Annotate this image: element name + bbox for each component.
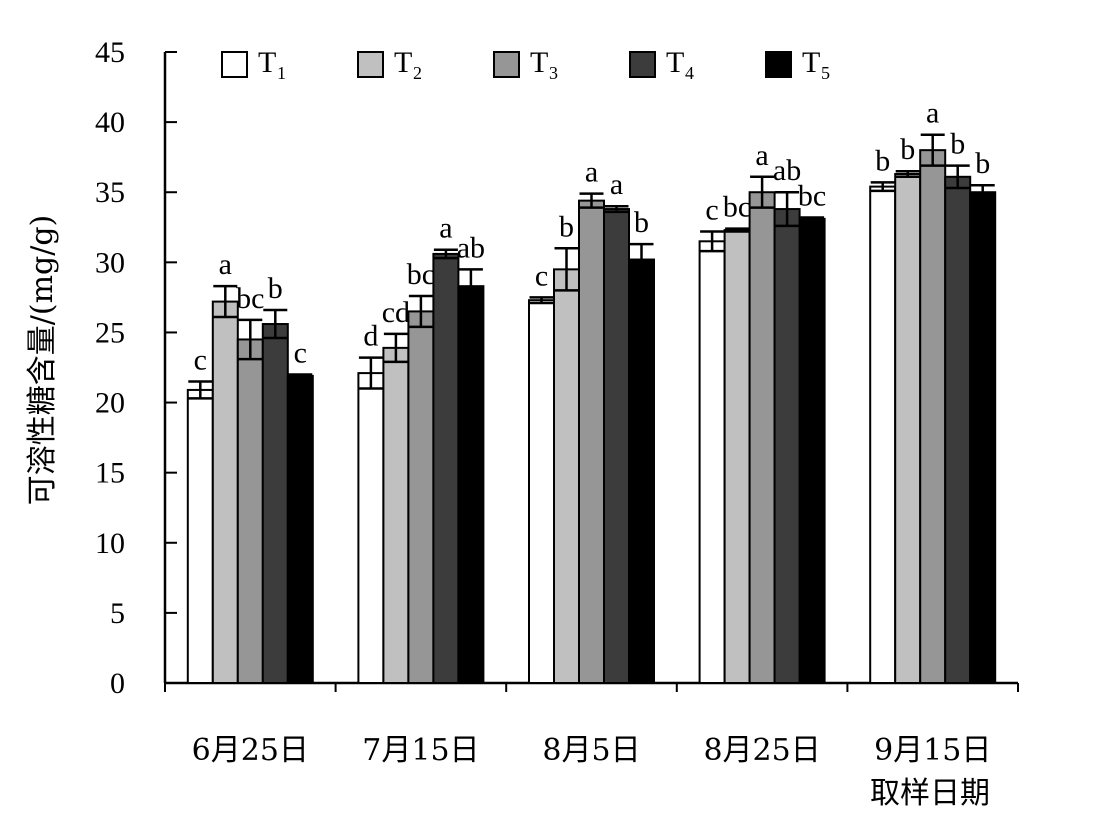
significance-label: b <box>634 206 649 239</box>
bar-t3 <box>236 338 264 684</box>
bar-t4 <box>432 252 460 684</box>
bar-t1 <box>698 240 726 685</box>
y-tick-label: 40 <box>95 106 125 139</box>
legend-label-subscript: 3 <box>549 63 558 83</box>
x-tick-label: 7月15日 <box>362 733 479 768</box>
y-tick-label: 0 <box>110 667 125 700</box>
significance-label: a <box>755 139 768 172</box>
y-tick-label: 10 <box>95 527 125 560</box>
bar-t5 <box>798 217 826 684</box>
bar-t4 <box>773 208 801 684</box>
legend-label-subscript: 5 <box>821 63 830 83</box>
significance-label: b <box>900 133 915 166</box>
significance-label: a <box>610 168 623 201</box>
legend-label: T <box>530 46 548 79</box>
significance-label: c <box>194 344 207 377</box>
significance-label: cd <box>382 296 410 329</box>
y-tick-label: 20 <box>95 387 125 420</box>
significance-label: c <box>294 337 307 370</box>
y-tick-label: 35 <box>95 176 125 209</box>
legend-label: T <box>802 46 820 79</box>
significance-label: bc <box>407 258 435 291</box>
significance-label: bc <box>798 179 826 212</box>
significance-label: b <box>268 272 283 305</box>
significance-label: b <box>875 144 890 177</box>
x-tick-label: 8月5日 <box>542 733 640 768</box>
bar-t3 <box>748 191 776 684</box>
legend-swatch-t1 <box>221 51 248 78</box>
significance-label: bc <box>236 282 264 315</box>
legend-label: T <box>258 46 276 79</box>
bar-t3 <box>919 149 947 684</box>
significance-label: a <box>926 97 939 130</box>
y-tick-label: 15 <box>95 457 125 490</box>
bar-t2 <box>382 346 410 684</box>
bar-t2 <box>894 172 922 684</box>
significance-label: c <box>705 193 718 226</box>
bar-t2 <box>723 229 751 685</box>
bar-t2 <box>553 268 580 684</box>
significance-label: bc <box>723 191 751 224</box>
legend-swatch-t2 <box>357 51 384 78</box>
significance-label: b <box>950 128 965 161</box>
legend-swatch-t4 <box>629 51 656 78</box>
legend-swatch-t3 <box>493 51 520 78</box>
significance-label: ab <box>773 154 801 187</box>
significance-label: c <box>535 259 548 292</box>
bar-t5 <box>286 374 314 684</box>
bar-t1 <box>869 185 897 684</box>
y-tick-label: 45 <box>95 36 125 69</box>
y-tick-label: 30 <box>95 246 125 279</box>
significance-label: a <box>585 156 598 189</box>
legend-label-subscript: 4 <box>685 63 694 83</box>
bar-t4 <box>261 323 289 684</box>
significance-label: a <box>219 248 232 281</box>
significance-label: a <box>439 212 452 245</box>
bar-t1 <box>186 388 214 684</box>
significance-label: b <box>975 147 990 180</box>
bar-t5 <box>969 191 997 684</box>
x-tick-label: 9月15日 <box>874 733 991 768</box>
y-tick-label: 25 <box>95 316 125 349</box>
legend-label: T <box>394 46 412 79</box>
bar-t5 <box>457 285 485 684</box>
significance-label: d <box>363 320 378 353</box>
bar-t2 <box>211 300 239 684</box>
bar-t5 <box>628 258 655 684</box>
bar-t3 <box>407 310 435 684</box>
x-tick-label: 8月25日 <box>703 733 820 768</box>
y-axis-label: 可溶性糖含量/(mg/g) <box>25 215 60 505</box>
x-axis-label: 取样日期 <box>870 776 990 811</box>
legend-label: T <box>666 46 684 79</box>
x-tick-label: 6月25日 <box>192 733 309 768</box>
y-tick-label: 5 <box>110 597 125 630</box>
bar-t1 <box>528 299 555 684</box>
legend-swatch-t5 <box>765 51 792 78</box>
significance-label: b <box>559 210 574 243</box>
bars-group <box>186 133 997 685</box>
bar-t3 <box>578 199 605 684</box>
bar-t4 <box>944 175 972 684</box>
bar-t1 <box>357 372 385 684</box>
legend-label-subscript: 1 <box>277 63 286 83</box>
bar-t4 <box>603 208 630 684</box>
legend-label-subscript: 2 <box>413 63 422 83</box>
significance-label: ab <box>457 231 485 264</box>
